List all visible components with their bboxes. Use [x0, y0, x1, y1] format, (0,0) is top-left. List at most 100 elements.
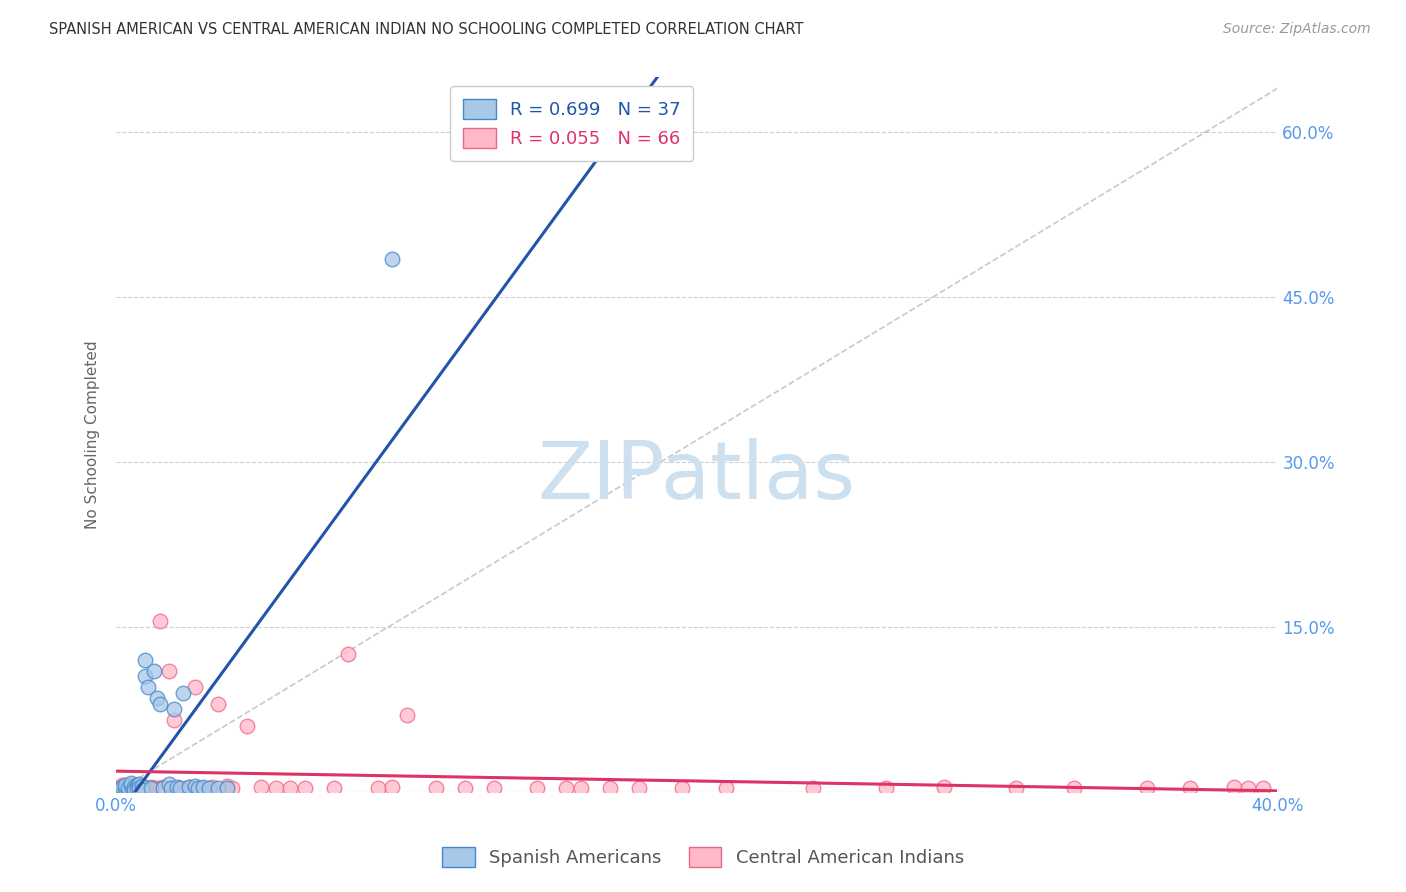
Point — [128, 777, 150, 791]
Point — [139, 781, 162, 796]
Point — [1180, 781, 1202, 796]
Point — [207, 697, 229, 711]
Point — [177, 780, 200, 795]
Point — [146, 781, 169, 796]
Point — [1237, 781, 1260, 796]
Point — [201, 780, 224, 795]
Point — [163, 713, 186, 727]
Point — [163, 702, 186, 716]
Y-axis label: No Schooling Completed: No Schooling Completed — [86, 340, 100, 529]
Point — [122, 780, 145, 795]
Point — [128, 781, 150, 796]
Point — [114, 778, 136, 792]
Point — [114, 779, 136, 793]
Point — [157, 777, 180, 791]
Point — [169, 781, 191, 796]
Point — [134, 780, 156, 795]
Point — [236, 719, 259, 733]
Point — [120, 776, 142, 790]
Point — [172, 686, 194, 700]
Point — [280, 781, 302, 796]
Point — [114, 782, 136, 797]
Point — [250, 780, 273, 795]
Point — [166, 780, 188, 795]
Point — [134, 669, 156, 683]
Point — [174, 781, 197, 796]
Point — [183, 779, 205, 793]
Point — [177, 780, 200, 795]
Point — [143, 664, 166, 678]
Point — [139, 780, 162, 795]
Point — [1223, 780, 1246, 795]
Point — [215, 781, 238, 796]
Text: Source: ZipAtlas.com: Source: ZipAtlas.com — [1223, 22, 1371, 37]
Point — [193, 780, 215, 795]
Point — [111, 780, 134, 795]
Point — [425, 781, 447, 796]
Point — [108, 782, 131, 797]
Point — [149, 781, 172, 796]
Point — [183, 681, 205, 695]
Point — [157, 664, 180, 678]
Point — [1136, 781, 1159, 796]
Point — [221, 781, 243, 796]
Point — [198, 781, 221, 796]
Point — [169, 781, 191, 796]
Point — [367, 781, 389, 796]
Point — [599, 781, 621, 796]
Point — [120, 781, 142, 796]
Point — [122, 780, 145, 795]
Point — [146, 691, 169, 706]
Point — [714, 781, 737, 796]
Point — [160, 781, 183, 796]
Point — [569, 781, 592, 796]
Point — [264, 781, 287, 796]
Point — [122, 782, 145, 797]
Point — [117, 778, 139, 792]
Point — [381, 252, 404, 266]
Point — [801, 781, 824, 796]
Point — [120, 779, 142, 793]
Point — [131, 779, 153, 793]
Point — [131, 781, 153, 796]
Point — [932, 780, 955, 795]
Point — [453, 781, 475, 796]
Point — [117, 781, 139, 796]
Point — [395, 707, 418, 722]
Point — [482, 781, 505, 796]
Point — [555, 781, 578, 796]
Point — [215, 779, 238, 793]
Point — [136, 782, 159, 797]
Point — [125, 781, 148, 796]
Point — [111, 780, 134, 795]
Point — [627, 781, 650, 796]
Point — [1251, 781, 1274, 796]
Point — [671, 781, 693, 796]
Point — [207, 781, 229, 796]
Text: ZIPatlas: ZIPatlas — [537, 439, 856, 516]
Point — [108, 781, 131, 796]
Point — [294, 781, 316, 796]
Point — [111, 778, 134, 792]
Point — [125, 778, 148, 792]
Point — [337, 648, 360, 662]
Point — [122, 778, 145, 792]
Point — [187, 781, 209, 796]
Point — [125, 781, 148, 796]
Point — [117, 781, 139, 796]
Point — [128, 779, 150, 793]
Point — [143, 781, 166, 796]
Point — [381, 780, 404, 795]
Point — [323, 781, 346, 796]
Point — [134, 653, 156, 667]
Point — [120, 779, 142, 793]
Legend: R = 0.699   N = 37, R = 0.055   N = 66: R = 0.699 N = 37, R = 0.055 N = 66 — [450, 87, 693, 161]
Point — [152, 781, 174, 796]
Point — [149, 697, 172, 711]
Point — [193, 781, 215, 796]
Point — [122, 781, 145, 796]
Point — [875, 781, 897, 796]
Point — [149, 615, 172, 629]
Point — [114, 781, 136, 796]
Point — [128, 781, 150, 796]
